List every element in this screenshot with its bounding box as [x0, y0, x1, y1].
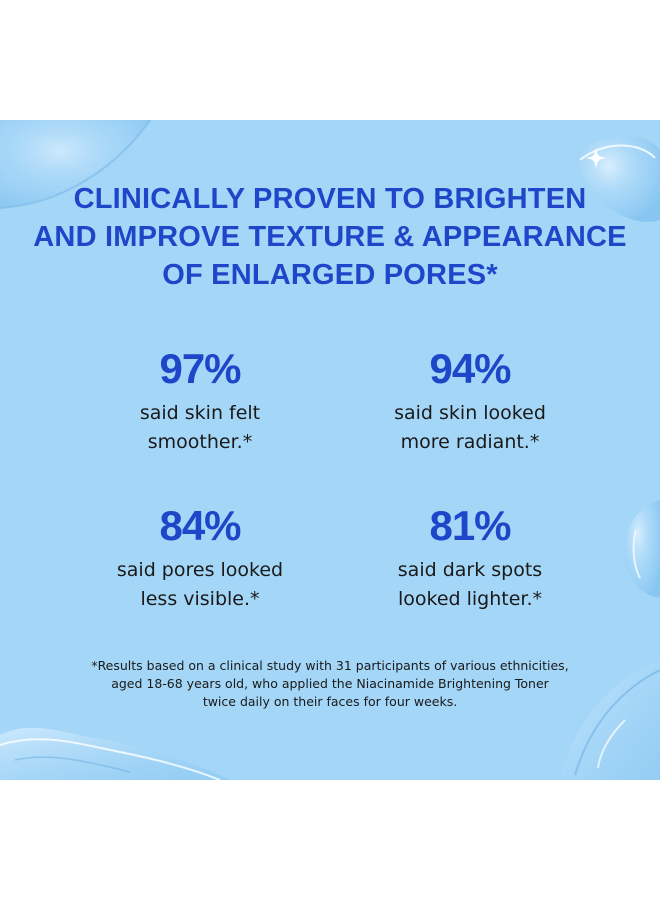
stat-smoother: 97% said skin felt smoother.*	[50, 345, 350, 457]
headline-line: CLINICALLY PROVEN TO BRIGHTEN	[73, 183, 587, 215]
water-droplet-top-left	[0, 120, 151, 209]
stat-caption-line: said skin felt	[139, 402, 261, 424]
water-splash-bottom-left	[0, 727, 230, 780]
stat-radiant: 94% said skin looked more radiant.*	[320, 345, 620, 457]
water-droplet-right	[624, 500, 660, 598]
stat-percentage: 94%	[429, 345, 511, 392]
study-footnote: *Results based on a clinical study with …	[0, 657, 660, 711]
water-droplet-top-right	[575, 136, 660, 222]
stat-caption-line: less visible.*	[140, 588, 260, 610]
stat-caption-line: said skin looked	[394, 402, 546, 424]
stat-caption-line: looked lighter.*	[397, 588, 543, 610]
water-droplet-background	[0, 120, 660, 780]
stat-caption-line: more radiant.*	[400, 431, 540, 453]
footnote-line: aged 18-68 years old, who applied the Ni…	[111, 676, 549, 691]
stat-percentage: 84%	[159, 502, 241, 549]
stat-caption-line: said pores looked	[116, 559, 284, 581]
stat-caption-line: said dark spots	[397, 559, 543, 581]
stat-pores: 84% said pores looked less visible.*	[50, 502, 350, 614]
stat-caption: said skin looked more radiant.*	[320, 399, 620, 457]
stat-caption: said pores looked less visible.*	[50, 556, 350, 614]
stat-caption: said skin felt smoother.*	[50, 399, 350, 457]
headline-line: AND IMPROVE TEXTURE & APPEARANCE	[33, 221, 627, 253]
water-droplet-bottom-right	[560, 660, 660, 780]
footnote-line: *Results based on a clinical study with …	[91, 658, 569, 673]
footnote-line: twice daily on their faces for four week…	[202, 694, 458, 709]
stat-caption-line: smoother.*	[147, 431, 253, 453]
headline: CLINICALLY PROVEN TO BRIGHTEN AND IMPROV…	[0, 180, 660, 294]
headline-line: OF ENLARGED PORES*	[162, 259, 498, 291]
stat-caption: said dark spots looked lighter.*	[320, 556, 620, 614]
stat-percentage: 97%	[159, 345, 241, 392]
stat-percentage: 81%	[429, 502, 511, 549]
infographic-panel: CLINICALLY PROVEN TO BRIGHTEN AND IMPROV…	[0, 120, 660, 780]
stat-dark-spots: 81% said dark spots looked lighter.*	[320, 502, 620, 614]
